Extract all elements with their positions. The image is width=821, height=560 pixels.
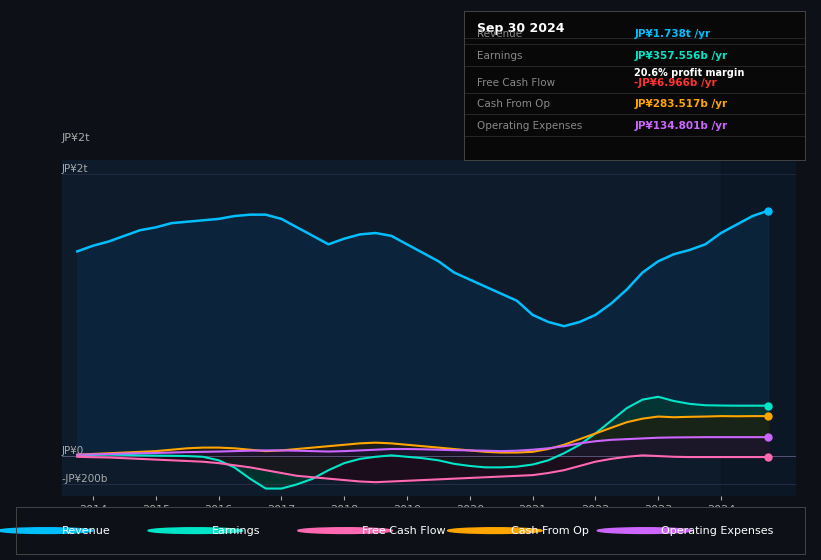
Circle shape [598,528,692,534]
Bar [721,160,796,496]
Text: -JP¥6.966b /yr: -JP¥6.966b /yr [635,78,717,88]
Text: JP¥1.738t /yr: JP¥1.738t /yr [635,29,710,39]
Text: Sep 30 2024: Sep 30 2024 [478,22,565,35]
Text: JP¥283.517b /yr: JP¥283.517b /yr [635,99,727,109]
Text: JP¥2t: JP¥2t [62,164,88,174]
Text: Cash From Op: Cash From Op [511,526,589,535]
Text: Earnings: Earnings [478,52,523,61]
Text: 20.6% profit margin: 20.6% profit margin [635,68,745,78]
Text: -JP¥200b: -JP¥200b [62,474,108,484]
Circle shape [0,528,93,534]
Text: Earnings: Earnings [212,526,260,535]
Text: JP¥0: JP¥0 [62,446,84,456]
Text: JP¥357.556b /yr: JP¥357.556b /yr [635,52,727,61]
Text: Operating Expenses: Operating Expenses [661,526,773,535]
Text: JP¥134.801b /yr: JP¥134.801b /yr [635,121,727,131]
Circle shape [298,528,392,534]
Text: Cash From Op: Cash From Op [478,99,551,109]
Text: JP¥2t: JP¥2t [62,133,90,143]
Circle shape [447,528,542,534]
Text: Operating Expenses: Operating Expenses [478,121,583,131]
Text: Revenue: Revenue [62,526,111,535]
Circle shape [148,528,243,534]
Text: Free Cash Flow: Free Cash Flow [478,78,556,88]
Text: Revenue: Revenue [478,29,523,39]
Text: Free Cash Flow: Free Cash Flow [361,526,445,535]
